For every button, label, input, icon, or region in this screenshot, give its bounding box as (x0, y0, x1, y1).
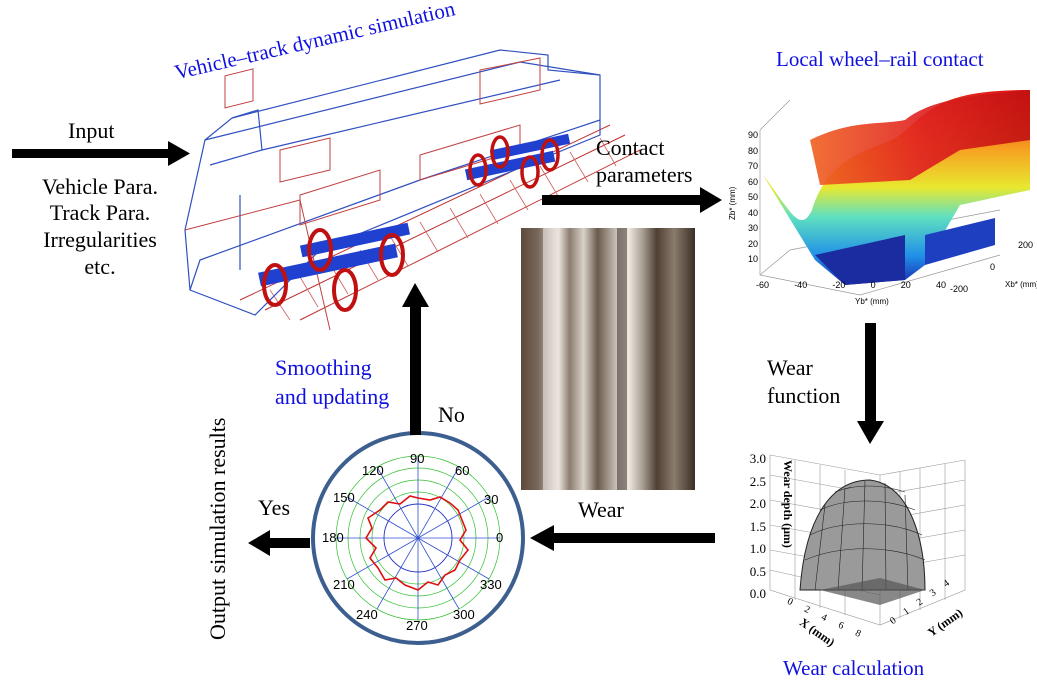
z-tick: 20 (747, 238, 758, 249)
rear-bogie (464, 133, 571, 189)
wear-plot-zlabel: Wear depth (μm) (781, 460, 795, 548)
polar-angle-label: 150 (333, 490, 355, 505)
surface-plot-z-ticks: 90 80 70 60 50 40 30 20 10 (738, 128, 758, 268)
wear-arrow (530, 525, 715, 551)
surface-plot-y-tick: 0 (990, 262, 996, 272)
polar-angle-label: 330 (480, 577, 502, 592)
z-tick: 10 (747, 254, 758, 264)
polar-angle-label: 270 (406, 618, 428, 633)
input-list-item: Vehicle Para. (41, 174, 159, 199)
contact-parameters-label: Contact (596, 135, 665, 160)
wear-function-label: Wear (767, 355, 813, 380)
wheel-flange-shadow (617, 228, 627, 490)
wear-calculation-title: Wear calculation (783, 656, 925, 680)
vehicle-track-model (184, 49, 641, 331)
polar-angle-label: 60 (455, 463, 470, 478)
surface-plot-zlabel: Zb* (mm) (728, 186, 737, 220)
z-tick: 0.5 (749, 563, 766, 579)
polar-angle-label: 180 (322, 530, 344, 545)
z-tick: 2.5 (749, 473, 766, 489)
z-tick: 70 (747, 161, 758, 171)
polar-angle-label: 30 (484, 492, 499, 507)
no-label: No (438, 402, 465, 427)
worn-wheel-photo (521, 228, 695, 490)
polar-angle-label: 0 (496, 530, 504, 545)
z-tick: 60 (747, 176, 758, 187)
output-arrow (248, 530, 310, 556)
wear-plot-z-ticks: 3.0 2.5 2.0 1.5 1.0 0.5 0.0 (738, 448, 766, 606)
input-label: Input (68, 118, 115, 143)
input-arrow (12, 141, 190, 166)
x-tick: -20 (832, 280, 846, 290)
polar-wear-curve (364, 495, 470, 591)
z-tick: 30 (747, 223, 758, 233)
z-tick: 90 (747, 130, 758, 140)
x-tick: 6 (836, 619, 846, 632)
z-tick: 1.0 (749, 541, 766, 556)
wear-label: Wear (578, 497, 624, 522)
output-label: Output simulation results (205, 417, 230, 640)
local-contact-title: Local wheel–rail contact (776, 47, 984, 71)
smoothing-label: Smoothing (275, 355, 372, 380)
polar-angle-label: 240 (356, 607, 378, 622)
yes-label: Yes (258, 495, 291, 520)
z-tick: 3.0 (749, 451, 766, 466)
y-tick: 3 (927, 587, 939, 600)
front-bogie (258, 222, 411, 312)
surface-plot-y-tick: -200 (950, 284, 969, 294)
wear-function-arrow (857, 323, 884, 444)
x-tick: 0 (870, 280, 876, 290)
polar-angle-label: 90 (410, 451, 425, 466)
z-tick: 80 (747, 145, 758, 156)
input-list-item: etc. (84, 254, 116, 279)
z-tick: 1.5 (749, 518, 766, 534)
x-tick: -40 (794, 280, 808, 290)
surface-plot-ylabel: Xb* (mm) (1005, 280, 1037, 289)
x-tick: 20 (900, 280, 911, 290)
y-tick: 2 (914, 596, 926, 609)
contact-parameters-label: parameters (596, 162, 693, 187)
z-tick: 50 (747, 192, 758, 202)
wear-surface-mesh (804, 480, 926, 591)
z-tick: 2.0 (749, 496, 766, 511)
contact-parameters-arrow (542, 187, 722, 213)
surface-plot-xlabel: Yb* (mm) (855, 297, 889, 306)
surface-plot-y-tick: 200 (1018, 240, 1034, 250)
polar-radial-lines (336, 456, 500, 620)
flow-arrows (12, 141, 884, 556)
smoothing-label: and updating (275, 384, 390, 409)
y-tick: 1 (901, 605, 912, 618)
wear-depth-plot (769, 454, 966, 626)
contact-surface-base-2 (925, 218, 995, 265)
wear-function-label: function (767, 383, 841, 408)
smoothing-updating-arrow (402, 283, 429, 435)
x-tick: 40 (935, 280, 946, 290)
x-tick: 2 (802, 603, 812, 617)
input-list-item: Track Para. (49, 200, 151, 225)
x-tick: -60 (756, 280, 770, 290)
polar-angle-label: 120 (362, 463, 384, 478)
z-tick: 40 (747, 207, 758, 218)
polar-angle-label: 210 (333, 577, 355, 592)
wear-surface-base (820, 578, 925, 605)
input-list-item: Irregularities (43, 227, 157, 252)
contact-surface-plot (759, 90, 1030, 296)
z-tick: 0.0 (749, 586, 766, 601)
wheel-tread-band (543, 228, 559, 490)
polar-angle-label: 300 (453, 607, 475, 622)
x-tick: 4 (819, 611, 829, 624)
surface-plot-x-ticks: -60 -40 -20 0 20 40 (756, 280, 946, 290)
contact-surface-top (810, 90, 1030, 185)
wear-depth-surface (799, 479, 926, 591)
contact-surface-base (815, 235, 905, 285)
